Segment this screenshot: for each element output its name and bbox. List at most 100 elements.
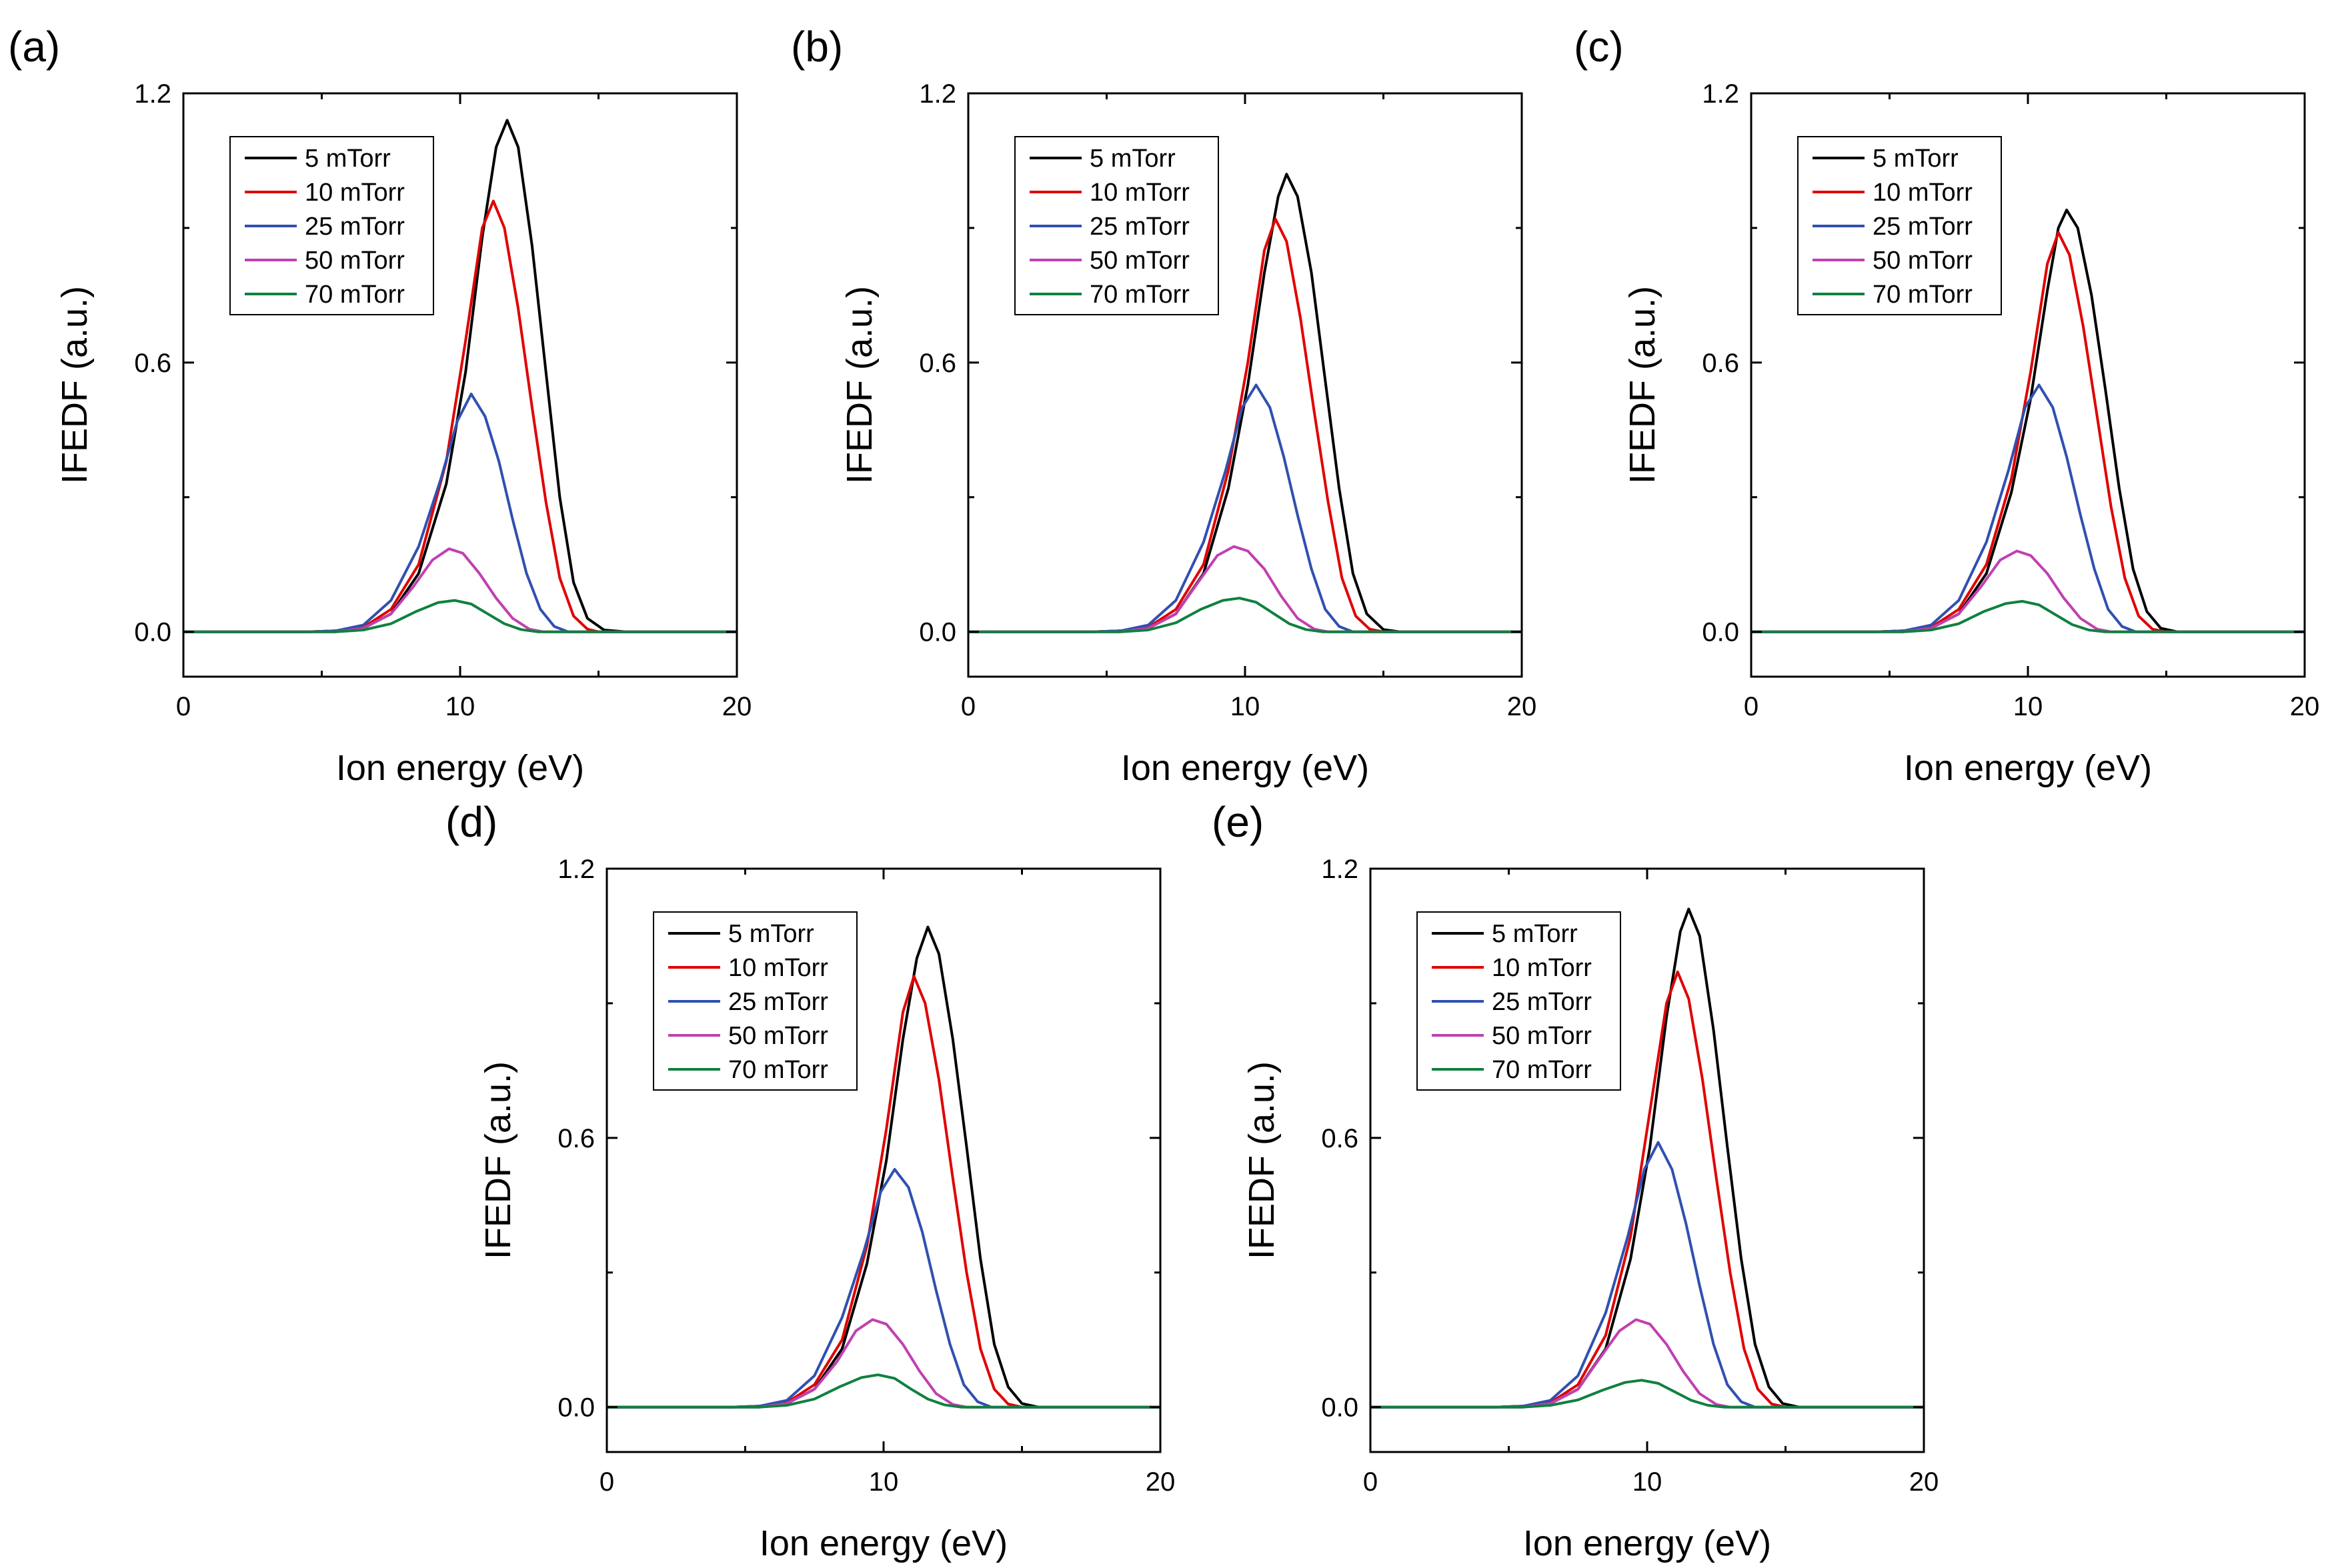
x-axis-label: Ion energy (eV) xyxy=(1904,748,2152,788)
legend-entry: 10 mTorr xyxy=(305,179,405,207)
panel-label: (e) xyxy=(1212,798,1264,846)
series-line-50-mtorr xyxy=(968,545,1522,633)
series-line-50-mtorr xyxy=(1370,1318,1924,1409)
series-line-25-mtorr xyxy=(1370,1141,1924,1409)
legend-entry: 25 mTorr xyxy=(1873,213,1973,241)
legend-entry: 50 mTorr xyxy=(728,1022,828,1050)
series-line-70-mtorr xyxy=(607,1373,1160,1409)
x-tick-label: 20 xyxy=(1507,692,1537,721)
series-line-50-mtorr xyxy=(1751,549,2305,633)
y-axis-label: IFEDF (a.u.) xyxy=(478,1061,518,1259)
legend: 5 mTorr 10 mTorr 25 mTorr 50 mTorr 70 mTorr xyxy=(229,136,434,315)
series-line-25-mtorr xyxy=(968,383,1522,633)
y-axis-label: IFEDF (a.u.) xyxy=(55,286,95,484)
panel-label: (d) xyxy=(445,798,497,846)
legend-entry: 50 mTorr xyxy=(305,247,405,275)
plot-area xyxy=(1751,209,2305,633)
chart-panel: (b) 0 10 20 0.0 0.6 1.2 Ion energy (eV) IFEDF (a… xyxy=(791,23,1536,788)
series-line-70-mtorr xyxy=(968,597,1522,633)
legend-entry: 25 mTorr xyxy=(1492,988,1592,1016)
series-line-70-mtorr xyxy=(1370,1379,1924,1409)
y-axis-label: IFEDF (a.u.) xyxy=(840,286,880,484)
series-line-70-mtorr xyxy=(183,599,737,633)
y-tick-label: 0.0 xyxy=(1321,1393,1358,1423)
plot-area xyxy=(1370,907,1924,1409)
y-tick-label: 0.0 xyxy=(919,618,956,647)
legend-entry: 5 mTorr xyxy=(1873,145,1959,173)
x-tick-label: 20 xyxy=(722,692,752,721)
series-line-70-mtorr xyxy=(1751,599,2305,633)
plot-area xyxy=(968,173,1522,633)
series-line-25-mtorr xyxy=(607,1168,1160,1409)
legend-entry: 70 mTorr xyxy=(1492,1056,1592,1084)
legend-entry: 50 mTorr xyxy=(1090,247,1190,275)
x-axis-label: Ion energy (eV) xyxy=(1121,748,1369,788)
y-tick-label: 1.2 xyxy=(134,79,171,109)
x-tick-label: 10 xyxy=(2013,692,2043,721)
legend-entry: 25 mTorr xyxy=(305,213,405,241)
plot-area xyxy=(607,925,1160,1409)
y-tick-label: 1.2 xyxy=(1702,79,1739,109)
y-tick-label: 0.6 xyxy=(134,349,171,378)
chart-panel: (e) 0 10 20 0.0 0.6 1.2 Ion energy (eV) IFEDF (a… xyxy=(1212,798,1939,1563)
legend-entry: 10 mTorr xyxy=(1090,179,1190,207)
legend-entry: 70 mTorr xyxy=(1090,281,1190,309)
legend: 5 mTorr 10 mTorr 25 mTorr 50 mTorr 70 mTorr xyxy=(1014,136,1219,315)
x-tick-label: 0 xyxy=(176,692,191,721)
panel-label: (c) xyxy=(1574,23,1624,71)
y-tick-label: 0.6 xyxy=(1702,349,1739,378)
x-tick-label: 10 xyxy=(869,1467,899,1497)
chart-panel: (c) 0 10 20 0.0 0.6 1.2 Ion energy (eV) IFEDF (a… xyxy=(1574,23,2319,788)
x-tick-label: 0 xyxy=(600,1467,614,1497)
legend-entry: 5 mTorr xyxy=(305,145,391,173)
x-tick-label: 20 xyxy=(1146,1467,1176,1497)
x-tick-label: 10 xyxy=(445,692,475,721)
y-tick-label: 0.0 xyxy=(557,1393,595,1423)
y-tick-label: 0.6 xyxy=(1321,1124,1358,1153)
legend: 5 mTorr 10 mTorr 25 mTorr 50 mTorr 70 mTorr xyxy=(1416,911,1621,1091)
chart-panel: (a) 0 10 20 0.0 0.6 1.2 Ion energy (eV) IFEDF (a… xyxy=(8,23,752,788)
legend: 5 mTorr 10 mTorr 25 mTorr 50 mTorr 70 mTorr xyxy=(653,911,858,1091)
y-tick-label: 0.0 xyxy=(1702,618,1739,647)
x-tick-label: 10 xyxy=(1632,1467,1662,1497)
y-axis-label: IFEDF (a.u.) xyxy=(1242,1061,1282,1259)
x-tick-label: 10 xyxy=(1230,692,1260,721)
legend-entry: 50 mTorr xyxy=(1873,247,1973,275)
legend-entry: 70 mTorr xyxy=(305,281,405,309)
y-tick-label: 1.2 xyxy=(919,79,956,109)
legend-entry: 10 mTorr xyxy=(1492,954,1592,982)
legend-entry: 10 mTorr xyxy=(728,954,828,982)
y-tick-label: 1.2 xyxy=(1321,855,1358,884)
x-axis-label: Ion energy (eV) xyxy=(336,748,584,788)
chart-panel: (d) 0 10 20 0.0 0.6 1.2 Ion energy (eV) IFEDF (a… xyxy=(445,798,1175,1563)
x-axis-label: Ion energy (eV) xyxy=(760,1523,1008,1563)
panel-label: (b) xyxy=(791,23,843,71)
series-line-50-mtorr xyxy=(183,547,737,633)
x-axis-label: Ion energy (eV) xyxy=(1523,1523,1771,1563)
x-tick-label: 0 xyxy=(961,692,976,721)
legend-entry: 5 mTorr xyxy=(1492,920,1578,948)
x-tick-label: 0 xyxy=(1363,1467,1378,1497)
legend-entry: 25 mTorr xyxy=(728,988,828,1016)
y-axis-label: IFEDF (a.u.) xyxy=(1622,286,1662,484)
panel-label: (a) xyxy=(8,23,60,71)
legend-entry: 10 mTorr xyxy=(1873,179,1973,207)
legend: 5 mTorr 10 mTorr 25 mTorr 50 mTorr 70 mTorr xyxy=(1797,136,2002,315)
y-tick-label: 0.6 xyxy=(557,1124,595,1153)
legend-entry: 50 mTorr xyxy=(1492,1022,1592,1050)
legend-entry: 70 mTorr xyxy=(1873,281,1973,309)
plot-area xyxy=(183,119,737,633)
legend-entry: 5 mTorr xyxy=(728,920,814,948)
series-line-25-mtorr xyxy=(183,393,737,633)
y-tick-label: 0.0 xyxy=(134,618,171,647)
legend-entry: 70 mTorr xyxy=(728,1056,828,1084)
series-line-25-mtorr xyxy=(1751,383,2305,633)
x-tick-label: 20 xyxy=(2290,692,2320,721)
y-tick-label: 0.6 xyxy=(919,349,956,378)
x-tick-label: 0 xyxy=(1744,692,1759,721)
legend-entry: 25 mTorr xyxy=(1090,213,1190,241)
legend-entry: 5 mTorr xyxy=(1090,145,1176,173)
x-tick-label: 20 xyxy=(1909,1467,1939,1497)
y-tick-label: 1.2 xyxy=(557,855,595,884)
